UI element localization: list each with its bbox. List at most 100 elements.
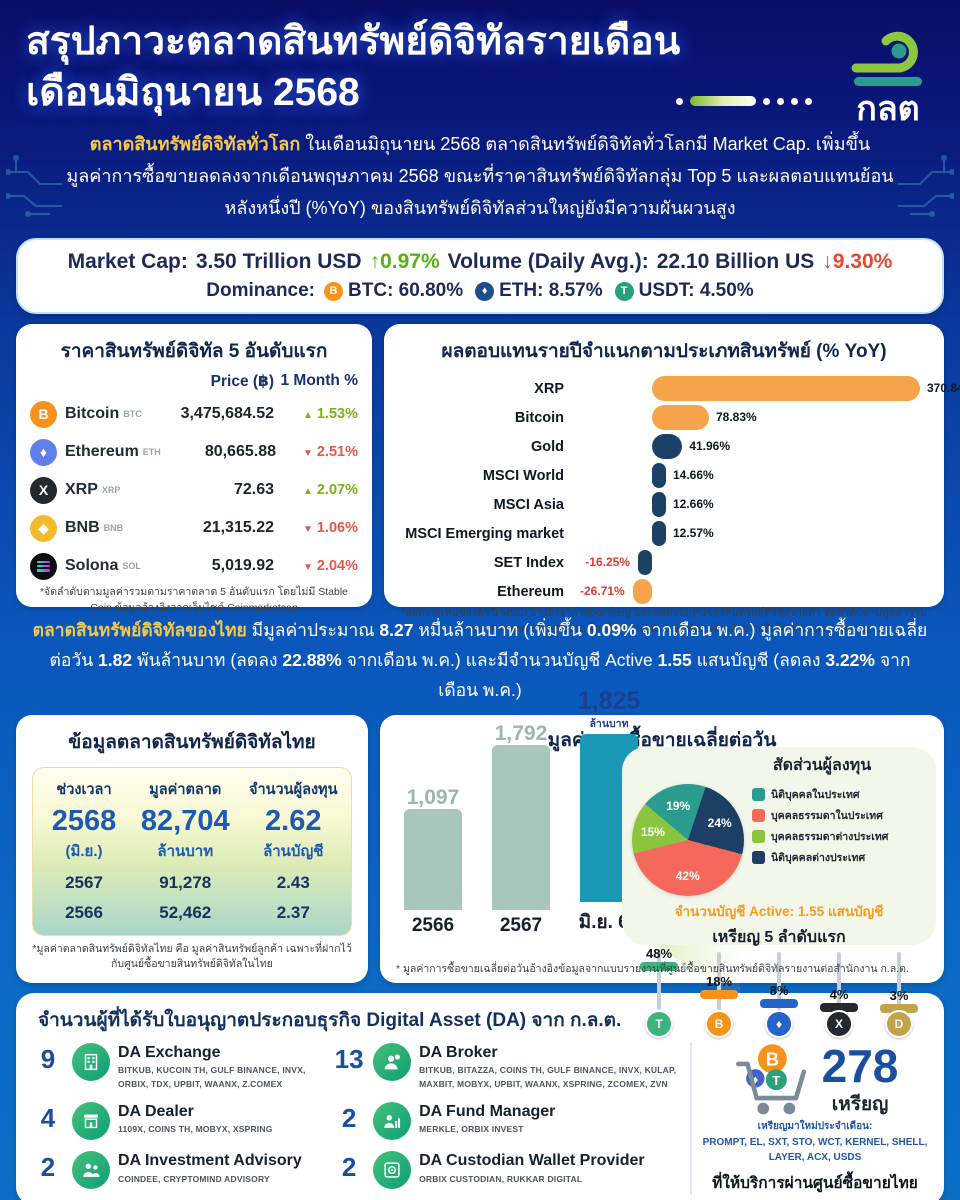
da-license-name: DA Custodian Wallet Provider [419, 1152, 645, 1170]
coin-name: Solona [65, 557, 119, 575]
usdt-coin-icon: T [645, 1010, 673, 1039]
down-triangle-icon: ▼ [302, 524, 313, 536]
volume-bar-chart: 1,097 2566 1,792 2567 1,825 ล้านบาท มิ.ย. 68 [402, 687, 648, 937]
exchange-icon [72, 1043, 110, 1082]
share-percent-label: 18% [705, 973, 733, 989]
volume-bar-group: 1,792 2567 [490, 722, 552, 937]
da-license-companies: BITKUB, KUCOIN TH, GULF BINANCE, INVX, O… [118, 1065, 306, 1089]
da-license-name: DA Investment Advisory [118, 1152, 302, 1170]
da-license-companies: ORBIX CUSTODIAN, RUKKAR DIGITAL [419, 1173, 583, 1184]
share-percent-label: 3% [889, 987, 909, 1003]
eth-coin-icon: ♦ [475, 281, 495, 301]
shopping-cart-icon: B ♦ T [735, 1044, 806, 1115]
cart-row: B ♦ T 278 เหรียญ [732, 1043, 898, 1119]
da-license-item: 13 DA Broker BITKUB, BITAZZA, COINS TH, GU… [333, 1043, 680, 1096]
intro-section: ตลาดสินทรัพย์ดิจิทัลทั่วโลก ในเดือนมิถุน… [0, 126, 960, 236]
share-bar [760, 999, 798, 1008]
col-price: Price (฿) [210, 373, 274, 391]
page-title-line1: สรุปภาวะตลาดสินทรัพย์ดิจิทัลรายเดือน [26, 20, 681, 63]
sol-bar [37, 560, 50, 563]
slider-line [837, 952, 841, 1011]
da-license-item: 2 DA Fund Manager MERKLE, ORBIX INVEST [333, 1102, 680, 1145]
yoy-bar-area: 41.96% [574, 434, 930, 460]
dominance-label: Dominance: [206, 280, 316, 302]
thai-table-footnote: *มูลค่าตลาดสินทรัพย์ดิจิทัลไทย คือ มูลค่… [32, 942, 352, 971]
yoy-value-label: 78.83% [715, 410, 757, 425]
thai-market-table: ช่วงเวลา มูลค่าตลาด จำนวนผู้ลงทุน 2568 (มิ.ย… [32, 767, 352, 936]
coin-name: Ethereum [65, 443, 139, 461]
da-license-name: DA Broker [419, 1044, 498, 1062]
yoy-footnote: *ผลตอบแทนของดัชนี MSCI อ้างอิงจาก Bloomb… [401, 607, 927, 635]
coin-share-item: 4% X [816, 952, 862, 1040]
da-license-count: 2 [40, 1152, 56, 1183]
coin-count-unit: เหรียญ [831, 1094, 889, 1116]
yoy-row: Gold 41.96% [398, 432, 930, 461]
text-segment: หมื่นล้านบาท (เพิ่มขึ้น [418, 620, 587, 641]
table-row: ◆ BNB BNB 21,315.22 ▼ 1.06% [30, 509, 358, 547]
legend-item: นิติบุคคลต่างประเทศ [752, 849, 926, 866]
text-segment: 1.82 [98, 650, 137, 671]
pie-slice-label: 19% [666, 798, 691, 813]
top5-rows: B Bitcoin BTC 3,475,684.52 ▲ 1.53% ♦ Ethereum E… [30, 395, 358, 585]
table-cell-sub: ล้านบัญชี [263, 842, 324, 860]
text-segment: 0.09% [586, 620, 642, 641]
up-arrow-icon: ↑ [369, 250, 381, 274]
legend-swatch [752, 809, 765, 823]
coin-ticker: BTC [123, 409, 142, 420]
yoy-category-label: MSCI Emerging market [405, 525, 564, 542]
coin-price: 80,665.88 [204, 443, 276, 461]
table-cell: 2.37 [276, 902, 310, 922]
da-license-count: 13 [334, 1044, 364, 1075]
page-title: สรุปภาวะตลาดสินทรัพย์ดิจิทัลรายเดือน เดื… [26, 16, 680, 119]
market-cap-volume-line: Market Cap: 3.50 Trillion USD ↑0.97% Vol… [32, 250, 928, 274]
coin-name: Bitcoin [65, 405, 120, 423]
da-license-count: 4 [40, 1103, 56, 1134]
yoy-bar [652, 376, 920, 402]
market-cap-value: 3.50 Trillion USD [195, 250, 362, 274]
yoy-bar-chart: XRP 370.84% Bitcoin 78.83% Gold 41.96% MSCI Wo… [398, 374, 960, 606]
yoy-bar-area: -16.25% [574, 550, 930, 576]
dominance-items: B BTC: 60.80% ♦ ETH: 8.57% T USDT: 4.50% [324, 280, 754, 302]
dominance-item: ♦ ETH: 8.57% [475, 280, 603, 302]
col-month: 1 Month % [280, 372, 359, 390]
yoy-category-label: Bitcoin [514, 409, 564, 426]
yoy-bar [652, 434, 683, 460]
da-license-name: DA Fund Manager [419, 1103, 556, 1121]
coin-name: XRP [65, 481, 98, 499]
text-segment: พันล้านบาท (ลดลง [136, 650, 283, 671]
pie-slice-label: 15% [640, 825, 665, 840]
text-segment: จากเดือน พ.ค.) และมีจำนวนบัญชี Active [346, 650, 658, 671]
pie-slice-label: 24% [707, 816, 732, 831]
pie-legend: นิติบุคคลในประเทศ บุคคลธรรมดาในประเทศ บุคค… [744, 786, 926, 896]
table-column-header: ช่วงเวลา [56, 782, 112, 799]
da-license-text: DA Broker BITKUB, BITAZZA, COINS TH, GULF… [419, 1043, 680, 1091]
pie-title: สัดส่วนผู้ลงทุน [772, 757, 872, 775]
coin-price: 5,019.92 [211, 557, 274, 575]
charts-row-2: ข้อมูลตลาดสินทรัพย์ดิจิทัลไทย ช่วงเวลา มู… [16, 687, 944, 1039]
top5-price-panel: ราคาสินทรัพย์ดิจิทัล 5 อันดับแรก Price (… [16, 324, 372, 614]
up-triangle-icon: ▲ [302, 410, 313, 422]
svg-text:♦: ♦ [752, 1074, 758, 1087]
coin-ticker: SOL [122, 561, 141, 572]
yoy-row: SET Index -16.25% [398, 548, 930, 577]
yoy-row: MSCI World 14.66% [398, 461, 930, 490]
volume-x-label: 2566 [411, 915, 455, 937]
investor-pie-chart: 19% 24% 42% 15% [632, 784, 744, 897]
yoy-category-label: MSCI Asia [493, 496, 564, 513]
volume-bar [492, 745, 550, 911]
thai-market-band: ตลาดสินทรัพย์ดิจิทัลของไทย มีมูลค่าประมา… [0, 607, 960, 715]
table-cell-sub: (มิ.ย.) [65, 842, 103, 860]
coin-ticker: XRP [101, 485, 121, 496]
broker-icon [373, 1043, 412, 1082]
yoy-category-label: MSCI World [482, 467, 564, 484]
circuit-decoration-left [6, 155, 62, 217]
yoy-category-label: XRP [534, 380, 564, 397]
thai-market-data-panel: ข้อมูลตลาดสินทรัพย์ดิจิทัลไทย ช่วงเวลา มู… [16, 715, 368, 984]
table-cell-sub: ล้านบาท [157, 842, 214, 860]
eth-coin-icon: ♦ [30, 438, 57, 466]
dominance-value: ETH: 8.57% [499, 280, 603, 302]
legend-item: บุคคลธรรมดาต่างประเทศ [752, 828, 926, 845]
share-percent-label: 8% [769, 983, 789, 998]
yoy-bar [652, 463, 666, 489]
legend-label: นิติบุคคลต่างประเทศ [771, 852, 866, 865]
